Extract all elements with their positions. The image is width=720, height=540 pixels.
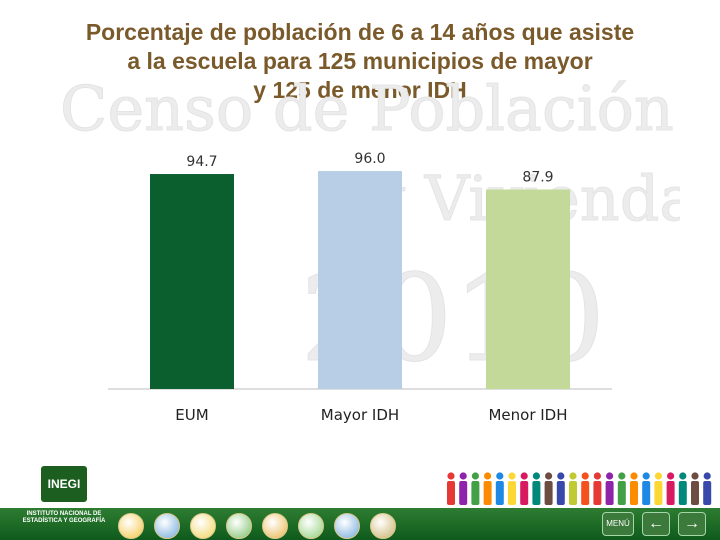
menu-button[interactable]: MENÚ	[602, 512, 634, 536]
person-body-icon	[703, 481, 712, 505]
person-head-icon	[496, 472, 504, 480]
person-head-icon	[691, 472, 699, 480]
person-body-icon	[617, 481, 626, 505]
person-head-icon	[459, 472, 467, 480]
person-body-icon	[495, 481, 504, 505]
bar-mayor-idh	[318, 171, 402, 389]
person-body-icon	[508, 481, 516, 505]
person-head-icon	[667, 472, 675, 480]
person-head-icon	[447, 472, 455, 480]
bar-eum	[150, 174, 234, 389]
person-body-icon	[569, 481, 577, 505]
person-body-icon	[483, 481, 492, 505]
inegi-logo: INEGI	[41, 466, 87, 502]
family-icon[interactable]	[226, 513, 252, 539]
person-head-icon	[471, 472, 479, 480]
person-head-icon	[508, 472, 516, 480]
person-head-icon	[679, 472, 687, 480]
person-body-icon	[532, 481, 541, 505]
person-body-icon	[654, 481, 663, 505]
person-body-icon	[691, 481, 699, 505]
person-body-icon	[605, 481, 614, 505]
x-tick-label: Mayor IDH	[321, 406, 399, 424]
document-icon[interactable]	[370, 513, 396, 539]
footer-bar: INEGI INSTITUTO NACIONAL DE ESTADÍSTICA …	[0, 458, 720, 540]
person-head-icon	[557, 472, 565, 480]
people-icon[interactable]	[190, 513, 216, 539]
school-icon[interactable]	[298, 513, 324, 539]
person-head-icon	[569, 472, 577, 480]
person-body-icon	[459, 481, 468, 505]
person-body-icon	[581, 481, 590, 505]
person-head-icon	[545, 472, 553, 480]
data-label: 87.9	[522, 169, 553, 185]
arrow-left-icon[interactable]: ←	[642, 512, 670, 536]
person-head-icon	[520, 472, 528, 480]
person-body-icon	[630, 481, 638, 505]
data-label: 96.0	[354, 151, 385, 167]
person-icon[interactable]	[118, 513, 144, 539]
house-icon[interactable]	[262, 513, 288, 539]
person-body-icon	[520, 481, 529, 505]
data-label: 94.7	[186, 154, 217, 170]
map-icon[interactable]	[334, 513, 360, 539]
person-body-icon	[447, 481, 455, 505]
inegi-name: INSTITUTO NACIONAL DE ESTADÍSTICA Y GEOG…	[22, 511, 106, 524]
navigation-controls: MENÚ ← →	[602, 512, 706, 536]
person-body-icon	[544, 481, 553, 505]
person-head-icon	[654, 472, 662, 480]
person-head-icon	[593, 472, 601, 480]
person-body-icon	[678, 481, 687, 505]
person-body-icon	[471, 481, 480, 505]
person-body-icon	[666, 481, 675, 505]
people-banner-icon	[447, 472, 712, 505]
person-head-icon	[606, 472, 614, 480]
inegi-logo-block: INEGI INSTITUTO NACIONAL DE ESTADÍSTICA …	[14, 466, 114, 528]
person-head-icon	[642, 472, 650, 480]
title-line-3: y 125 de menor IDH	[253, 77, 467, 103]
person-body-icon	[593, 481, 602, 505]
title-line-2: a la escuela para 125 municipios de mayo…	[127, 48, 593, 74]
chart-title: Porcentaje de población de 6 a 14 años q…	[40, 18, 680, 105]
theme-icons-row	[118, 513, 396, 539]
person-head-icon	[630, 472, 638, 480]
title-line-1: Porcentaje de población de 6 a 14 años q…	[85, 19, 635, 45]
person-head-icon	[703, 472, 711, 480]
water-icon[interactable]	[154, 513, 180, 539]
person-head-icon	[484, 472, 492, 480]
person-body-icon	[556, 481, 565, 505]
arrow-right-icon[interactable]: →	[678, 512, 706, 536]
person-head-icon	[581, 472, 589, 480]
person-body-icon	[642, 481, 651, 505]
person-head-icon	[532, 472, 540, 480]
x-tick-label: Menor IDH	[488, 406, 567, 424]
x-tick-label: EUM	[175, 406, 208, 424]
bar-menor-idh	[486, 189, 570, 389]
person-head-icon	[618, 472, 626, 480]
